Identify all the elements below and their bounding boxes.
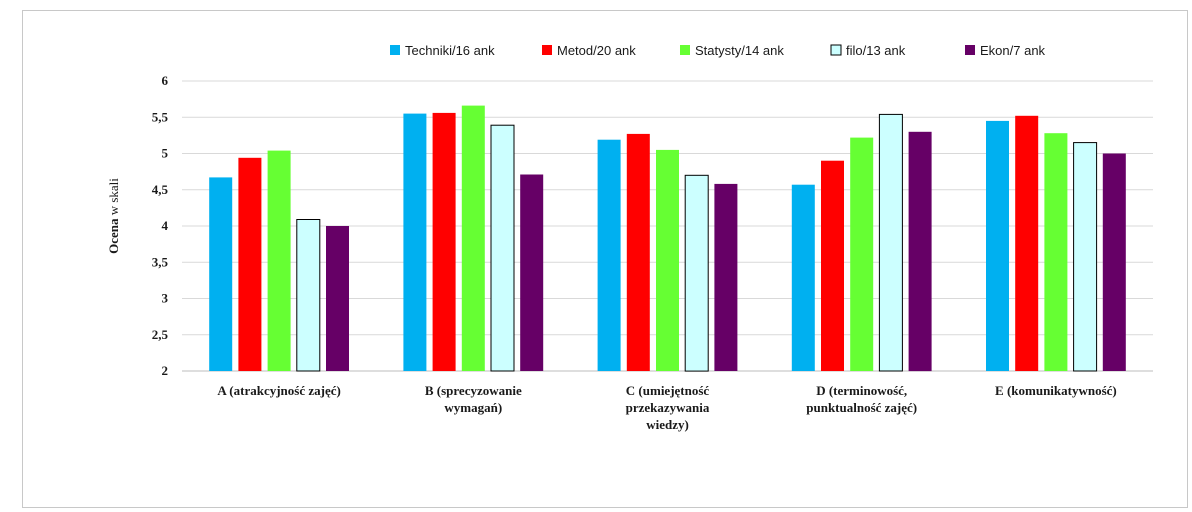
bar [326, 226, 349, 371]
x-category-label: wiedzy) [646, 417, 689, 432]
legend-item: Statysty/14 ank [680, 43, 784, 58]
legend-item: Ekon/7 ank [965, 43, 1046, 58]
bar [1044, 133, 1068, 371]
x-category-label: przekazywania [626, 400, 710, 415]
bar [238, 157, 262, 371]
y-tick-label: 4,5 [152, 182, 169, 197]
bar [209, 177, 233, 371]
bar [656, 149, 679, 371]
legend-swatch [830, 44, 842, 56]
bar [908, 131, 932, 372]
bar [461, 105, 485, 371]
y-tick-label: 6 [162, 73, 169, 88]
bar [520, 174, 544, 371]
x-category-label: E (komunikatywność) [995, 383, 1117, 398]
y-tick-label: 3 [162, 291, 169, 306]
bar [1102, 153, 1126, 371]
legend-label: Ekon/7 ank [980, 43, 1046, 58]
y-tick-label: 2,5 [152, 327, 169, 342]
bar [684, 174, 709, 372]
bars [209, 105, 1126, 372]
bar [714, 183, 738, 371]
x-axis-categories: A (atrakcyjność zajęć) B (sprecyzowanie wy… [217, 383, 1116, 432]
legend-item: Metod/20 ank [542, 43, 636, 58]
bar [432, 112, 456, 372]
bar [403, 113, 427, 371]
y-axis-label-rest: w skali [106, 178, 121, 219]
bar [986, 120, 1009, 372]
x-category-label: B (sprecyzowanie [425, 383, 522, 398]
y-axis-ticks: 2 2,5 3 3,5 4 4,5 5 5,5 6 [152, 73, 169, 378]
bar-chart: 2 2,5 3 3,5 4 4,5 5 5,5 6 A (atrakcyjność zajęć)… [106, 43, 1153, 432]
legend-swatch [390, 45, 400, 55]
y-axis-label-bold: Ocena [106, 218, 121, 254]
legend-swatch [680, 45, 690, 55]
legend-label: filo/13 ank [846, 43, 906, 58]
x-category-label: C (umiejętność [626, 383, 710, 398]
legend-swatch [542, 45, 552, 55]
bar [1073, 142, 1098, 372]
x-category-label: A (atrakcyjność zajęć) [217, 383, 340, 398]
legend-item: filo/13 ank [830, 43, 906, 58]
legend-label: Metod/20 ank [557, 43, 636, 58]
y-tick-label: 4 [162, 218, 169, 233]
y-axis-label: Ocena w skali [106, 178, 121, 254]
legend-swatch [965, 45, 975, 55]
bar [490, 124, 515, 372]
x-category-label: punktualność zajęć) [806, 400, 917, 415]
chart-frame: 2 2,5 3 3,5 4 4,5 5 5,5 6 A (atrakcyjność zajęć)… [22, 10, 1188, 508]
bar [850, 137, 874, 371]
legend-label: Techniki/16 ank [405, 43, 495, 58]
x-category-label: wymagań) [444, 400, 502, 415]
y-tick-label: 2 [162, 363, 169, 378]
legend-item: Techniki/16 ank [390, 43, 495, 58]
bar [296, 219, 321, 372]
bar [821, 160, 844, 371]
bar [878, 113, 903, 372]
legend-label: Statysty/14 ank [695, 43, 784, 58]
bar [791, 184, 815, 371]
legend: Techniki/16 ank Metod/20 ank Statysty/14 a… [390, 43, 1046, 58]
y-tick-label: 3,5 [152, 254, 169, 269]
bar [267, 150, 291, 371]
bar [597, 139, 621, 371]
bar [1015, 115, 1039, 371]
y-tick-label: 5,5 [152, 109, 169, 124]
x-category-label: D (terminowość, [816, 383, 907, 398]
bar [626, 133, 650, 371]
y-tick-label: 5 [162, 146, 169, 161]
